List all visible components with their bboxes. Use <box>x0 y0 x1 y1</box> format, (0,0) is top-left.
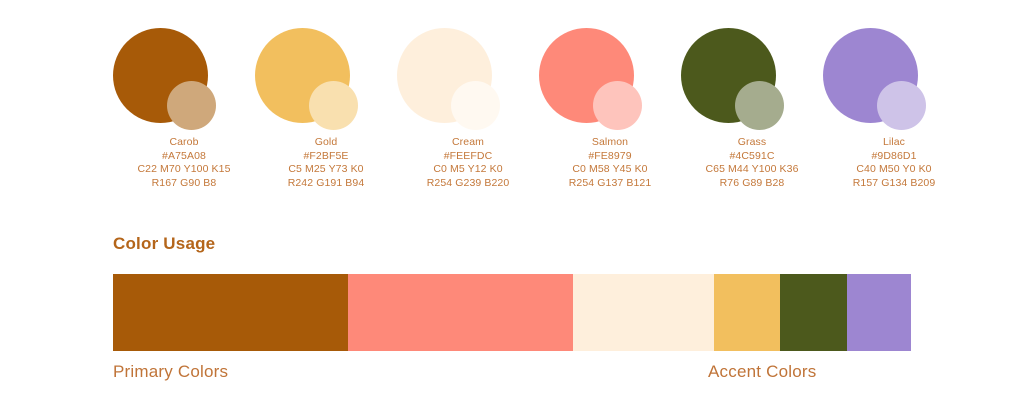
swatch-name: Carob <box>169 136 199 148</box>
color-swatch-grass: Grass #4C591C C65 M44 Y100 K36 R76 G89 B28 <box>681 28 823 190</box>
color-swatch-salmon: Salmon #FE8979 C0 M58 Y45 K0 R254 G137 B121 <box>539 28 681 190</box>
swatch-tint-circle <box>877 81 926 130</box>
color-swatch-cream: Cream #FEEFDC C0 M5 Y12 K0 R254 G239 B220 <box>397 28 539 190</box>
swatch-rgb: R167 G90 B8 <box>151 176 217 189</box>
swatch-cmyk: C5 M25 Y73 K0 <box>288 163 364 175</box>
usage-segment-cream <box>572 274 714 351</box>
swatch-name: Salmon <box>591 136 629 148</box>
swatch-tint-circle <box>593 81 642 130</box>
swatch-cmyk: C65 M44 Y100 K36 <box>705 163 799 175</box>
swatch-cmyk: C0 M58 Y45 K0 <box>572 163 648 175</box>
usage-segment-gold <box>713 274 781 351</box>
swatch-tint-circle <box>735 81 784 130</box>
swatch-tint-circle <box>309 81 358 130</box>
swatch-name: Grass <box>737 136 767 148</box>
swatch-rgb: R254 G239 B220 <box>426 176 510 189</box>
usage-segment-salmon <box>347 274 573 351</box>
swatch-name: Gold <box>314 136 338 148</box>
primary-colors-label: Primary Colors <box>113 362 229 381</box>
swatch-circles <box>113 28 255 132</box>
swatch-cmyk: C40 M50 Y0 K0 <box>856 163 932 175</box>
swatch-tint-circle <box>167 81 216 130</box>
swatch-hex: #A75A08 <box>162 149 206 162</box>
swatch-circles <box>539 28 681 132</box>
swatch-name: Cream <box>451 136 484 148</box>
accent-colors-label: Accent Colors <box>708 362 817 381</box>
swatch-circles <box>397 28 539 132</box>
swatch-cmyk: C0 M5 Y12 K0 <box>433 163 503 175</box>
swatch-hex: #F2BF5E <box>303 149 349 162</box>
swatch-circles <box>681 28 823 132</box>
color-swatch-gold: Gold #F2BF5E C5 M25 Y73 K0 R242 G191 B94 <box>255 28 397 190</box>
swatch-tint-circle <box>451 81 500 130</box>
swatch-name: Lilac <box>882 136 906 148</box>
usage-segment-grass <box>780 274 848 351</box>
swatch-rgb: R157 G134 B209 <box>852 176 936 189</box>
swatch-hex: #FEEFDC <box>443 149 493 162</box>
swatch-circles <box>823 28 965 132</box>
swatch-rgb: R254 G137 B121 <box>568 176 652 189</box>
usage-segment-carob <box>113 274 348 351</box>
color-usage-labels: Primary Colors Accent Colors <box>113 362 911 388</box>
color-swatch-carob: Carob #A75A08 C22 M70 Y100 K15 R167 G90 B8 <box>113 28 255 190</box>
swatch-hex: #9D86D1 <box>871 149 917 162</box>
color-swatch-lilac: Lilac #9D86D1 C40 M50 Y0 K0 R157 G134 B209 <box>823 28 965 190</box>
swatch-hex: #4C591C <box>729 149 775 162</box>
swatch-cmyk: C22 M70 Y100 K15 <box>137 163 231 175</box>
swatch-rgb: R242 G191 B94 <box>287 176 365 189</box>
usage-segment-lilac <box>847 274 911 351</box>
color-usage-bar <box>113 274 911 351</box>
color-usage-heading: Color Usage <box>113 234 216 253</box>
swatch-rgb: R76 G89 B28 <box>719 176 785 189</box>
swatch-hex: #FE8979 <box>588 149 632 162</box>
color-swatch-row: Carob #A75A08 C22 M70 Y100 K15 R167 G90 B8 G… <box>113 28 935 198</box>
swatch-circles <box>255 28 397 132</box>
